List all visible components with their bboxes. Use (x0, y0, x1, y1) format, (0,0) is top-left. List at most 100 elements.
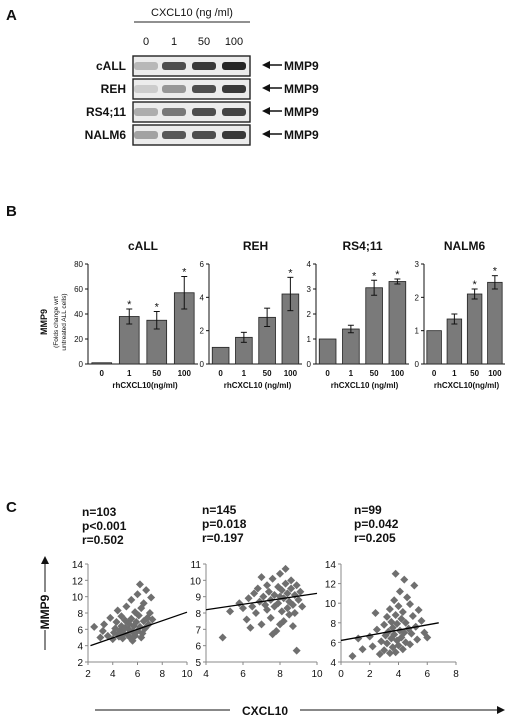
scatter-point (292, 646, 301, 655)
blot-strip (132, 55, 251, 77)
scatter-point (383, 612, 391, 621)
scatter-point (145, 609, 154, 617)
bar-chart-3: NALM6 0 1 2 3 0 1 * 50 * 100 rhCXCL10(ng/ml) (415, 239, 505, 390)
scatter-point (251, 609, 260, 617)
scatter-point (239, 604, 247, 613)
scatter-point (276, 569, 284, 578)
blot-band (222, 108, 246, 116)
bar-y-tick-label: 3 (307, 285, 312, 294)
scatter-point (96, 633, 105, 642)
significance-star: * (288, 267, 293, 279)
blot-treatment-label: CXCL10 (ng /ml) (151, 7, 233, 19)
scatter-axis-labels: MMP9 CXCL10 (38, 556, 505, 718)
bar-x-tick-label: 50 (470, 369, 479, 378)
bar-x-label: rhCXCL10 (ng/ml) (224, 381, 292, 390)
bar (318, 338, 337, 365)
scatter-point (287, 584, 296, 593)
scatter-y-tick-label: 11 (191, 560, 202, 571)
scatter-y-tick-label: 8 (330, 619, 336, 630)
scatter-y-tick-label: 10 (325, 599, 337, 610)
scatter-point (388, 623, 397, 632)
bar-y-tick-label: 2 (200, 327, 205, 336)
trend-line (205, 592, 318, 611)
bar-y-tick-label: 2 (415, 293, 420, 302)
scatter-point (277, 586, 286, 595)
scatter-y-tick-label: 6 (77, 625, 83, 636)
bar (426, 330, 442, 365)
scatter-point (298, 602, 307, 611)
blot-cell-line-label: REH (101, 82, 126, 96)
panel-label-a: A (6, 7, 17, 24)
bar-chart-2: RS4;11 0 1 2 3 4 0 1 * 50 * 100 rhCXCL10 (ng/ml) (307, 239, 409, 390)
scatter-point (139, 599, 148, 608)
blot-strip (132, 101, 251, 123)
blot-band (192, 108, 216, 116)
trend-line (340, 622, 439, 642)
scatter-point (398, 645, 407, 654)
scatter-y-tick-label: 6 (195, 642, 201, 653)
scatter-stat: r=0.205 (354, 531, 396, 545)
scatter-point (394, 602, 403, 611)
blot-strip (132, 124, 251, 146)
scatter-point (242, 615, 251, 624)
scatter-point (358, 645, 367, 654)
scatter-point (103, 631, 112, 640)
blot-band (192, 131, 216, 139)
bar-x-tick-label: 50 (152, 369, 161, 378)
scatter-point (134, 611, 143, 620)
bar-y-tick-label: 4 (200, 293, 205, 302)
scatter-point (417, 616, 426, 625)
blot-band (162, 131, 186, 139)
scatter-point (385, 605, 394, 614)
scatter-point (106, 613, 115, 622)
bar-y-tick-label: 0 (415, 360, 420, 369)
bar-x-tick-label: 100 (488, 369, 502, 378)
bar-x-tick-label: 1 (452, 369, 457, 378)
panel-label-c: C (6, 499, 17, 516)
scatter-y-tick-label: 14 (325, 560, 337, 571)
scatter-x-tick-label: 4 (110, 669, 116, 680)
bar-x-tick-label: 1 (242, 369, 247, 378)
scatter-point (98, 626, 107, 635)
scatter-point (391, 610, 400, 619)
scatter-point (283, 589, 292, 598)
scatter-point (406, 640, 414, 649)
scatter-x-tick-label: 2 (367, 669, 373, 680)
scatter-x-tick-label: 10 (311, 669, 323, 680)
scatter-point (290, 609, 299, 617)
blot-arrow-head (262, 130, 270, 138)
bar-chart-1: REH 0 2 4 6 0 1 50 * 100 rhCXCL10 (ng/ml) (200, 239, 302, 390)
scatter-point (400, 575, 409, 584)
scatter-point (137, 633, 146, 642)
blot-band (134, 131, 158, 139)
scatter-point (383, 639, 391, 648)
scatter-point (288, 600, 297, 609)
bar-x-tick-label: 50 (263, 369, 272, 378)
bar (466, 293, 483, 365)
significance-star: * (472, 279, 477, 291)
scatter-point (292, 581, 301, 590)
scatter-point (127, 595, 136, 604)
scatter-x-tick-label: 6 (240, 669, 246, 680)
bar (365, 287, 383, 365)
bar-y-tick-label: 0 (200, 360, 205, 369)
scatter-x-tick-label: 2 (85, 669, 91, 680)
scatter-point (259, 592, 268, 601)
scatter-stat: n=99 (354, 503, 382, 517)
bar-y-tick-label: 6 (200, 260, 205, 269)
scatter-point (148, 615, 157, 624)
bar-chart-title: RS4;11 (342, 239, 382, 253)
scatter-point (100, 620, 109, 629)
scatter-y-tick-label: 10 (190, 576, 202, 587)
scatter-point (253, 584, 262, 593)
blot-arrow-head (262, 61, 270, 69)
scatter-point (294, 595, 303, 604)
scatter-point (257, 620, 266, 629)
significance-star: * (395, 269, 400, 281)
scatter-stat: n=103 (82, 505, 117, 519)
bar-ylabel-sub1: (Folds change wrt (53, 296, 60, 348)
scatter-point (276, 620, 284, 629)
